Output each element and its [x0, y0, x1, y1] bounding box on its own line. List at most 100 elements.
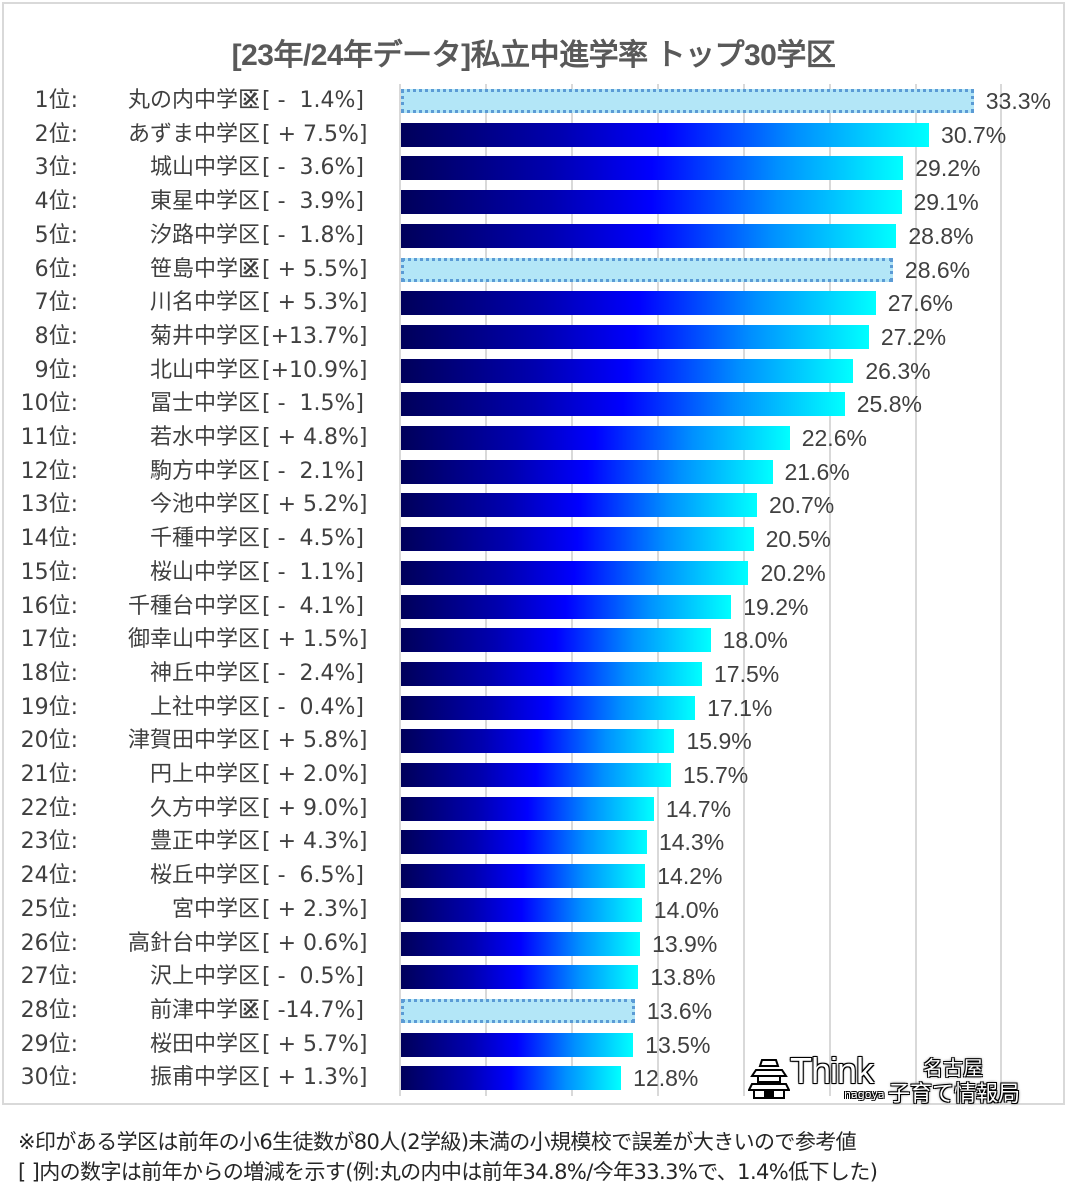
school-label: あずま中学区 — [127, 121, 260, 147]
change-label: [ + 4.8%] — [262, 425, 368, 450]
rank-label: 11位: — [20, 425, 78, 450]
change-label: [ - 1.5%] — [262, 391, 364, 417]
rank-label: 5位: — [34, 222, 78, 248]
bar — [401, 695, 696, 720]
bar — [401, 729, 675, 754]
bar-small-school — [401, 998, 635, 1023]
value-label: 27.2% — [880, 323, 947, 350]
change-label: [ + 9.0%] — [262, 795, 368, 821]
value-label: 29.2% — [915, 155, 981, 182]
small-school-mark — [238, 151, 264, 185]
school-label: 沢上中学区 — [149, 964, 260, 990]
rank-label: 12位: — [20, 458, 78, 484]
small-school-mark — [238, 556, 264, 590]
value-label: 20.7% — [769, 492, 835, 519]
school-label: 若水中学区 — [149, 425, 260, 450]
school-label: 円上中学区 — [149, 762, 260, 787]
bar — [401, 156, 904, 181]
bar-row: 24位: 桜丘中学区[ - 6.5%] 14.2% — [0, 859, 1067, 893]
value-label: 15.9% — [686, 728, 752, 755]
change-label: [ - 6.5%] — [262, 863, 364, 889]
change-label: [ + 5.2%] — [262, 492, 368, 518]
small-school-mark: ※ — [241, 256, 261, 282]
small-school-mark — [238, 960, 264, 994]
school-label: 汐路中学区 — [149, 222, 260, 248]
bar-row: 4位: 東星中学区[ - 3.9%] 29.1% — [0, 185, 1067, 219]
school-label: 東星中学区 — [149, 189, 260, 215]
change-label: [ + 5.3%] — [262, 290, 368, 316]
school-label: 久方中学区 — [149, 795, 260, 821]
value-label: 22.6% — [801, 425, 867, 451]
rank-label: 26位: — [20, 930, 78, 956]
bar-row: 21位: 円上中学区[ + 2.0%] 15.7% — [0, 758, 1067, 792]
rank-label: 28位: — [20, 997, 78, 1023]
bar-row: 16位: 千種台中学区[ - 4.1%] 19.2% — [0, 590, 1067, 624]
value-label: 27.6% — [887, 290, 953, 317]
change-label: [ + 2.0%] — [262, 762, 368, 787]
gridline-5 — [485, 84, 487, 1096]
small-school-mark — [238, 320, 264, 354]
bar — [401, 661, 702, 686]
logo-sub: nagoya — [844, 1088, 885, 1101]
change-label: [ - 4.5%] — [262, 526, 364, 552]
value-label: 28.8% — [908, 222, 974, 249]
rank-label: 23位: — [20, 829, 78, 855]
value-label: 14.7% — [665, 795, 732, 822]
small-school-mark — [238, 859, 264, 893]
change-label: [ - 1.4%] — [262, 88, 364, 113]
value-label: 25.8% — [856, 391, 922, 418]
value-label: 29.1% — [913, 189, 979, 216]
small-school-mark — [238, 657, 264, 691]
bar-row: 17位: 御幸山中学区[ + 1.5%] 18.0% — [0, 623, 1067, 657]
school-label: 冨士中学区 — [149, 391, 260, 417]
bar-row: 27位: 沢上中学区[ - 0.5%] 13.8% — [0, 960, 1067, 994]
bar — [401, 493, 758, 518]
bar — [401, 459, 773, 484]
value-label: 14.2% — [657, 863, 723, 890]
small-school-mark — [238, 792, 264, 826]
bar — [401, 560, 749, 585]
change-label: [+10.9%] — [262, 357, 368, 383]
small-school-mark — [238, 825, 264, 859]
bar — [401, 392, 845, 417]
rank-label: 29位: — [20, 1031, 78, 1057]
small-school-mark: ※ — [241, 997, 261, 1023]
rank-label: 4位: — [34, 189, 78, 215]
rank-label: 2位: — [34, 121, 78, 147]
school-label: 桜山中学区 — [149, 559, 260, 585]
bar — [401, 931, 641, 956]
bar — [401, 426, 790, 450]
footer-note-brackets: [ ]内の数字は前年からの増減を示す(例:丸の内中は前年34.8%/今年33.3… — [18, 1160, 878, 1184]
rank-label: 20位: — [20, 728, 78, 754]
bar — [401, 527, 754, 552]
school-label: 城山中学区 — [149, 155, 260, 181]
bar — [401, 830, 647, 855]
rank-label: 6位: — [34, 256, 78, 282]
gridline-35 — [1000, 84, 1002, 1096]
small-school-mark — [238, 421, 264, 455]
rank-label: 9位: — [34, 357, 78, 383]
bar-row: 15位: 桜山中学区[ - 1.1%] 20.2% — [0, 556, 1067, 590]
bar-small-school — [401, 89, 974, 113]
small-school-mark — [238, 488, 264, 522]
bar-row: 7位: 川名中学区[ + 5.3%] 27.6% — [0, 286, 1067, 320]
value-label: 17.5% — [714, 660, 780, 687]
bar-row: 29位: 桜田中学区[ + 5.7%] 13.5% — [0, 1028, 1067, 1062]
change-label: [ - 3.9%] — [262, 189, 364, 215]
bar — [401, 1066, 622, 1091]
gridline-30 — [915, 84, 917, 1096]
value-label: 21.6% — [784, 458, 850, 485]
bar-row: 6位: 笹島中学区 ※[ + 5.5%] 28.6% — [0, 253, 1067, 287]
rank-label: 14位: — [20, 526, 78, 552]
change-label: [+13.7%] — [262, 323, 368, 349]
small-school-mark — [238, 185, 264, 219]
rank-label: 24位: — [20, 863, 78, 889]
school-label: 千種中学区 — [149, 526, 260, 552]
value-label: 19.2% — [743, 593, 809, 620]
change-label: [ + 1.5%] — [262, 627, 368, 653]
bar-row: 2位: あずま中学区[ + 7.5%] 30.7% — [0, 118, 1067, 152]
gridline-20 — [743, 84, 745, 1096]
bar-row: 14位: 千種中学区[ - 4.5%] 20.5% — [0, 522, 1067, 556]
small-school-mark — [238, 286, 264, 320]
small-school-mark — [238, 590, 264, 624]
